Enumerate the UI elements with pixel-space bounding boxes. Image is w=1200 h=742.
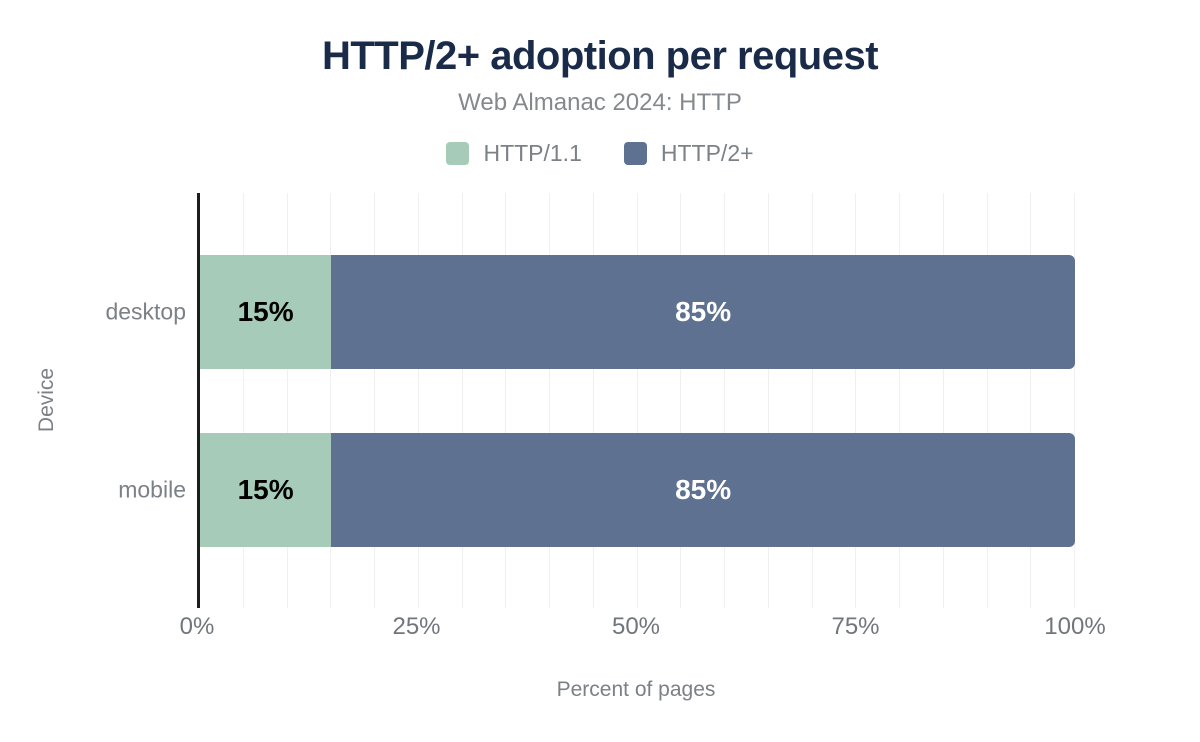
x-tick-label: 50% (611, 613, 661, 640)
bar-mobile: 15% 85% (200, 433, 1075, 547)
gridline (811, 193, 813, 608)
gridline (724, 193, 725, 608)
gridline (855, 193, 857, 608)
bar-desktop: 15% 85% (200, 255, 1075, 369)
category-label-desktop: desktop (105, 298, 186, 325)
gridline (680, 193, 682, 608)
x-tick-label: 25% (392, 613, 441, 640)
legend: HTTP/1.1 HTTP/2+ (0, 140, 1200, 167)
y-axis-title: Device (35, 367, 58, 433)
chart-title: HTTP/2+ adoption per request (321, 34, 879, 78)
gridline (1074, 193, 1075, 608)
gridline (592, 193, 594, 608)
legend-label-http-2: HTTP/2+ (660, 140, 754, 166)
x-tick-label: 0% (179, 613, 215, 640)
bar-value-label: 15% (237, 296, 294, 327)
bar-value-label: 85% (675, 296, 732, 327)
gridline (636, 193, 638, 608)
x-axis-title: Percent of pages (556, 678, 716, 701)
x-tick-label: 75% (831, 613, 880, 640)
x-tick-label: 100% (1044, 613, 1106, 640)
gridline (286, 193, 288, 608)
gridline (942, 193, 944, 608)
bar-segment-http-2: 85% (331, 255, 1075, 369)
bar-value-label: 85% (675, 474, 732, 505)
gridline (986, 193, 988, 608)
legend-item-http-1-1: HTTP/1.1 (446, 140, 582, 167)
gridline (461, 193, 463, 608)
gridline (767, 193, 769, 608)
bar-segment-http-2: 85% (331, 433, 1075, 547)
category-label-mobile: mobile (118, 476, 186, 503)
gridline (505, 193, 507, 608)
gridline (417, 193, 419, 608)
legend-swatch-http-1-1 (446, 142, 470, 165)
legend-item-http-2: HTTP/2+ (623, 140, 754, 167)
plot-area: 15% 85% 15% 85% (197, 193, 1075, 608)
legend-swatch-http-2 (623, 142, 647, 165)
gridline (549, 193, 550, 608)
bar-segment-http-1-1: 15% (200, 255, 332, 369)
gridline (1030, 193, 1032, 608)
chart-subtitle: Web Almanac 2024: HTTP (458, 89, 742, 116)
gridline (242, 193, 244, 608)
gridline (374, 193, 375, 608)
bar-value-label: 15% (237, 474, 294, 505)
legend-label-http-1-1: HTTP/1.1 (483, 140, 582, 166)
gridline (330, 193, 332, 608)
bar-segment-http-1-1: 15% (200, 433, 332, 547)
gridline (899, 193, 900, 608)
